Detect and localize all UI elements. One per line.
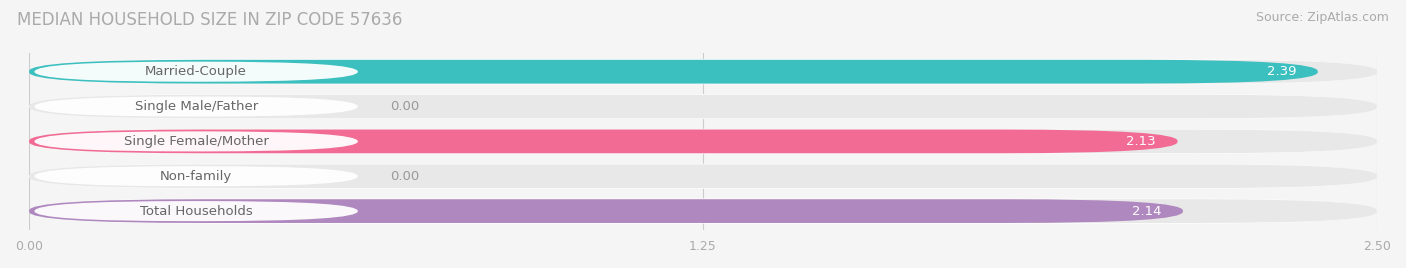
FancyBboxPatch shape	[30, 164, 1376, 188]
Text: Single Male/Father: Single Male/Father	[135, 100, 257, 113]
FancyBboxPatch shape	[34, 62, 359, 82]
FancyBboxPatch shape	[30, 59, 1376, 84]
FancyBboxPatch shape	[30, 129, 1376, 153]
Text: 2.13: 2.13	[1126, 135, 1156, 148]
FancyBboxPatch shape	[34, 96, 359, 117]
Text: Total Households: Total Households	[139, 204, 253, 218]
FancyBboxPatch shape	[34, 166, 359, 186]
FancyBboxPatch shape	[34, 131, 359, 151]
Text: MEDIAN HOUSEHOLD SIZE IN ZIP CODE 57636: MEDIAN HOUSEHOLD SIZE IN ZIP CODE 57636	[17, 11, 402, 29]
Text: Single Female/Mother: Single Female/Mother	[124, 135, 269, 148]
FancyBboxPatch shape	[30, 129, 1178, 153]
FancyBboxPatch shape	[30, 129, 1376, 154]
Text: Married-Couple: Married-Couple	[145, 65, 247, 78]
Text: Source: ZipAtlas.com: Source: ZipAtlas.com	[1256, 11, 1389, 24]
Text: 2.39: 2.39	[1267, 65, 1296, 78]
FancyBboxPatch shape	[30, 199, 1182, 223]
FancyBboxPatch shape	[34, 201, 359, 221]
FancyBboxPatch shape	[30, 94, 1376, 119]
FancyBboxPatch shape	[30, 95, 1376, 118]
Text: Non-family: Non-family	[160, 170, 232, 183]
FancyBboxPatch shape	[30, 164, 1376, 189]
FancyBboxPatch shape	[30, 60, 1317, 84]
Text: 2.14: 2.14	[1132, 204, 1161, 218]
Text: 0.00: 0.00	[391, 100, 419, 113]
Text: 0.00: 0.00	[391, 170, 419, 183]
FancyBboxPatch shape	[30, 199, 1376, 224]
FancyBboxPatch shape	[30, 199, 1376, 223]
FancyBboxPatch shape	[30, 60, 1376, 84]
